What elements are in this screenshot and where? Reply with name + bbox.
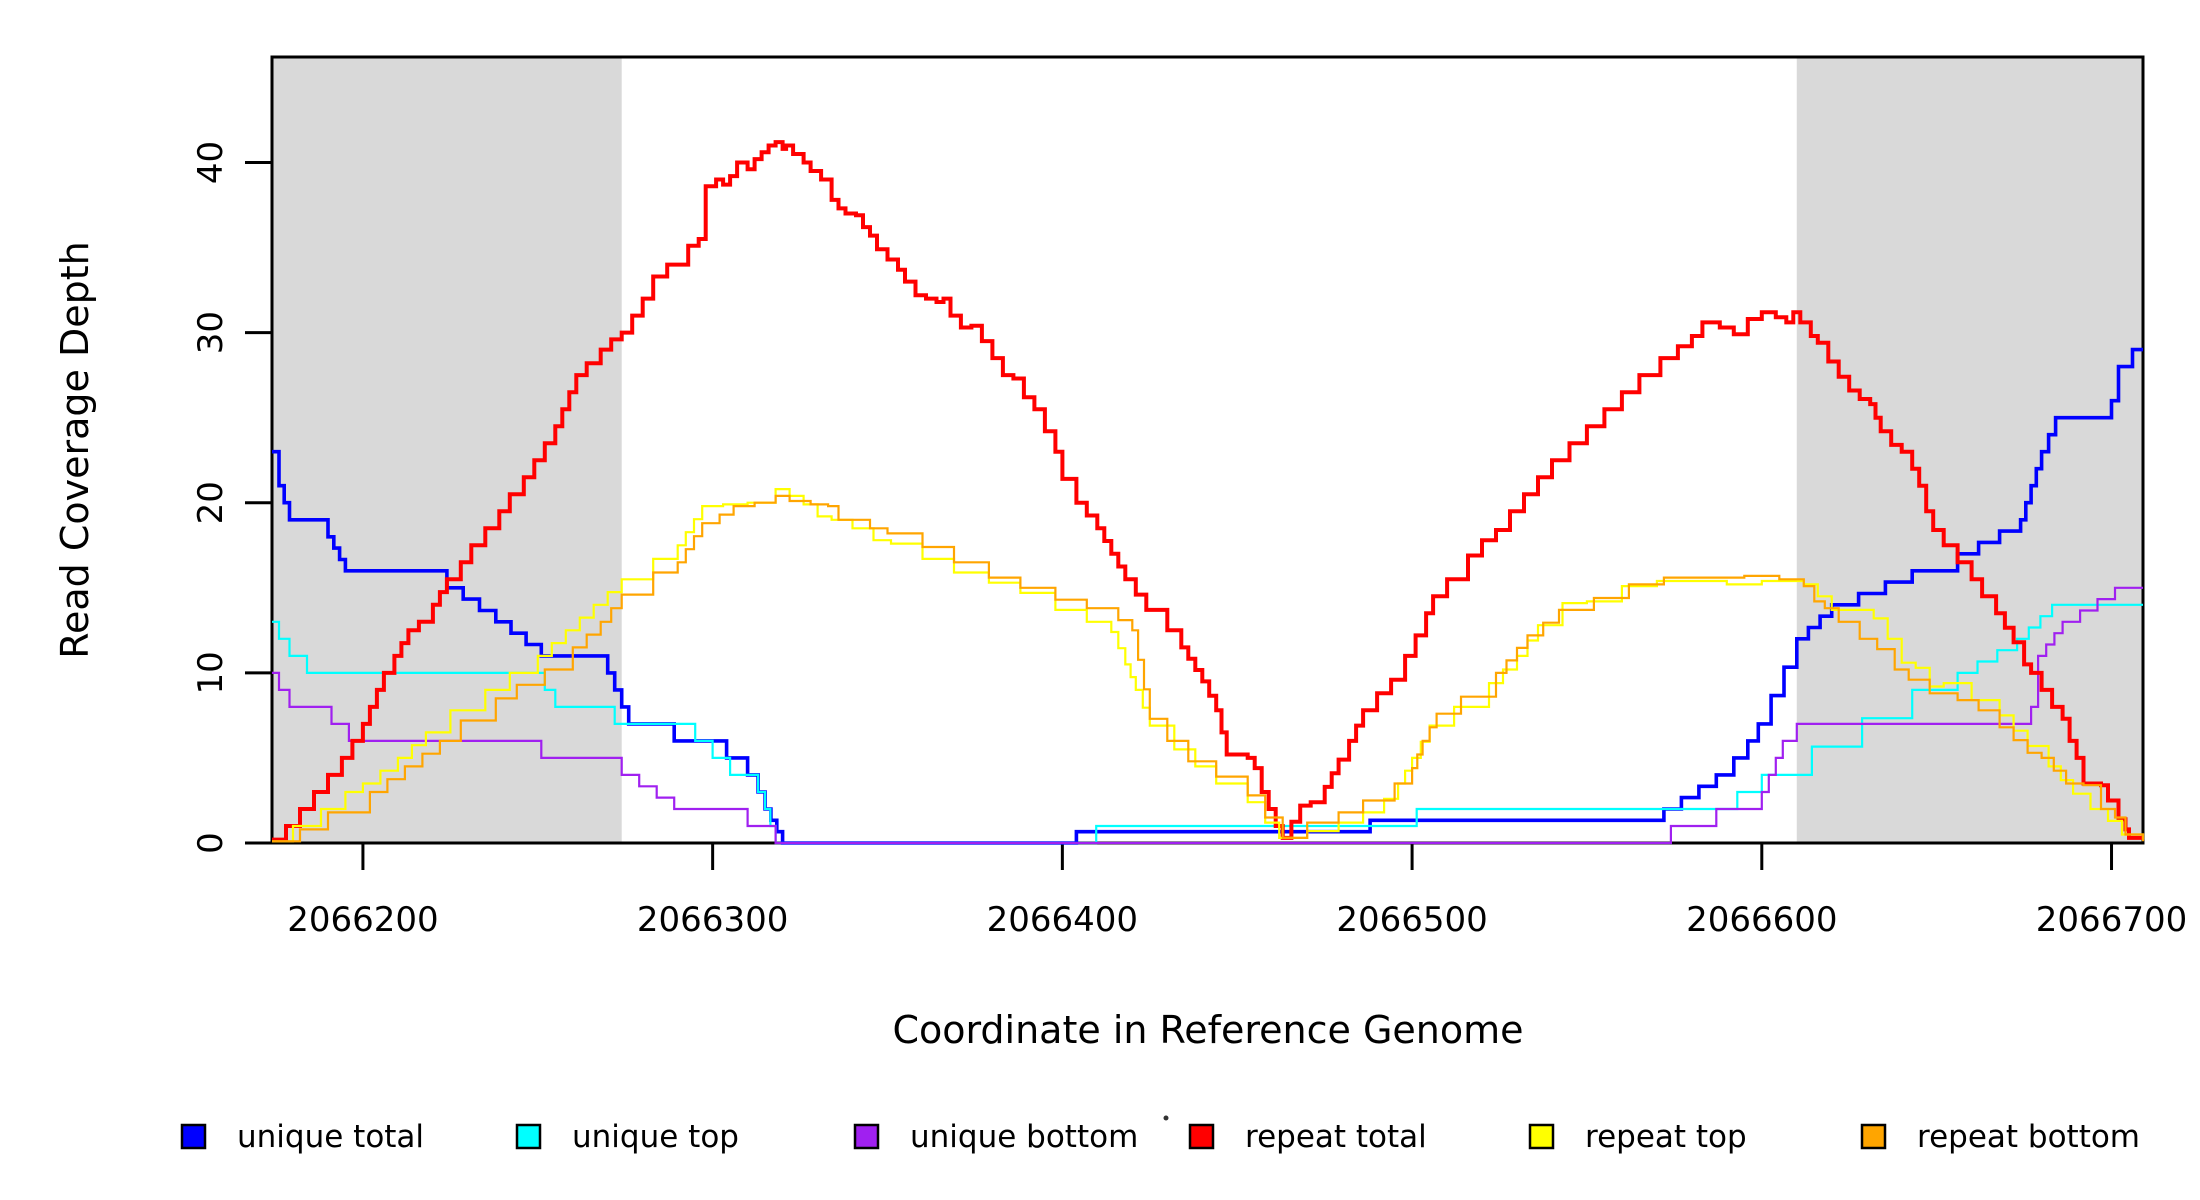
x-axis-tick-label: 2066500 (1336, 900, 1487, 940)
legend-swatch-repeat-top (1528, 1123, 1555, 1150)
y-axis-tick-label: 40 (191, 141, 231, 184)
x-axis-tick-label: 2066300 (637, 900, 788, 940)
shaded-repeat-region-right (1796, 57, 2143, 843)
legend-swatch-unique-bottom (853, 1123, 880, 1150)
legend-swatch-repeat-bottom (1860, 1123, 1887, 1150)
legend-label-unique-bottom: unique bottom (910, 1119, 1138, 1155)
y-axis-tick-label: 20 (191, 481, 231, 524)
x-axis-tick-label: 2066200 (287, 900, 438, 940)
legend-label-unique-total: unique total (237, 1119, 424, 1155)
x-axis-title: Coordinate in Reference Genome (892, 1008, 1523, 1052)
x-axis-tick-label: 2066700 (2036, 900, 2187, 940)
legend-swatch-unique-total (180, 1123, 207, 1150)
legend-label-unique-top: unique top (572, 1119, 739, 1155)
x-axis-tick-label: 2066600 (1686, 900, 1837, 940)
legend-swatch-repeat-total (1188, 1123, 1215, 1150)
series-line-repeat-bottom (272, 494, 2145, 843)
legend-label-repeat-bottom: repeat bottom (1917, 1119, 2140, 1155)
y-axis-tick-label: 0 (191, 832, 231, 854)
legend-label-repeat-top: repeat top (1585, 1119, 1747, 1155)
series-line-repeat-total (272, 140, 2143, 842)
legend-swatch-unique-top (515, 1123, 542, 1150)
legend-label-repeat-total: repeat total (1245, 1119, 1427, 1155)
stray-point-marker (1163, 1115, 1169, 1121)
series-line-unique-total (272, 347, 2143, 845)
y-axis-tick-label: 10 (191, 651, 231, 694)
y-axis-tick-label: 30 (191, 311, 231, 354)
y-axis-title: Read Coverage Depth (53, 241, 97, 658)
series-line-unique-bottom (272, 586, 2143, 845)
shaded-repeat-region-left (272, 57, 622, 843)
series-line-unique-top (272, 603, 2143, 845)
series-line-repeat-top (272, 488, 2145, 843)
x-axis-tick-label: 2066400 (987, 900, 1138, 940)
